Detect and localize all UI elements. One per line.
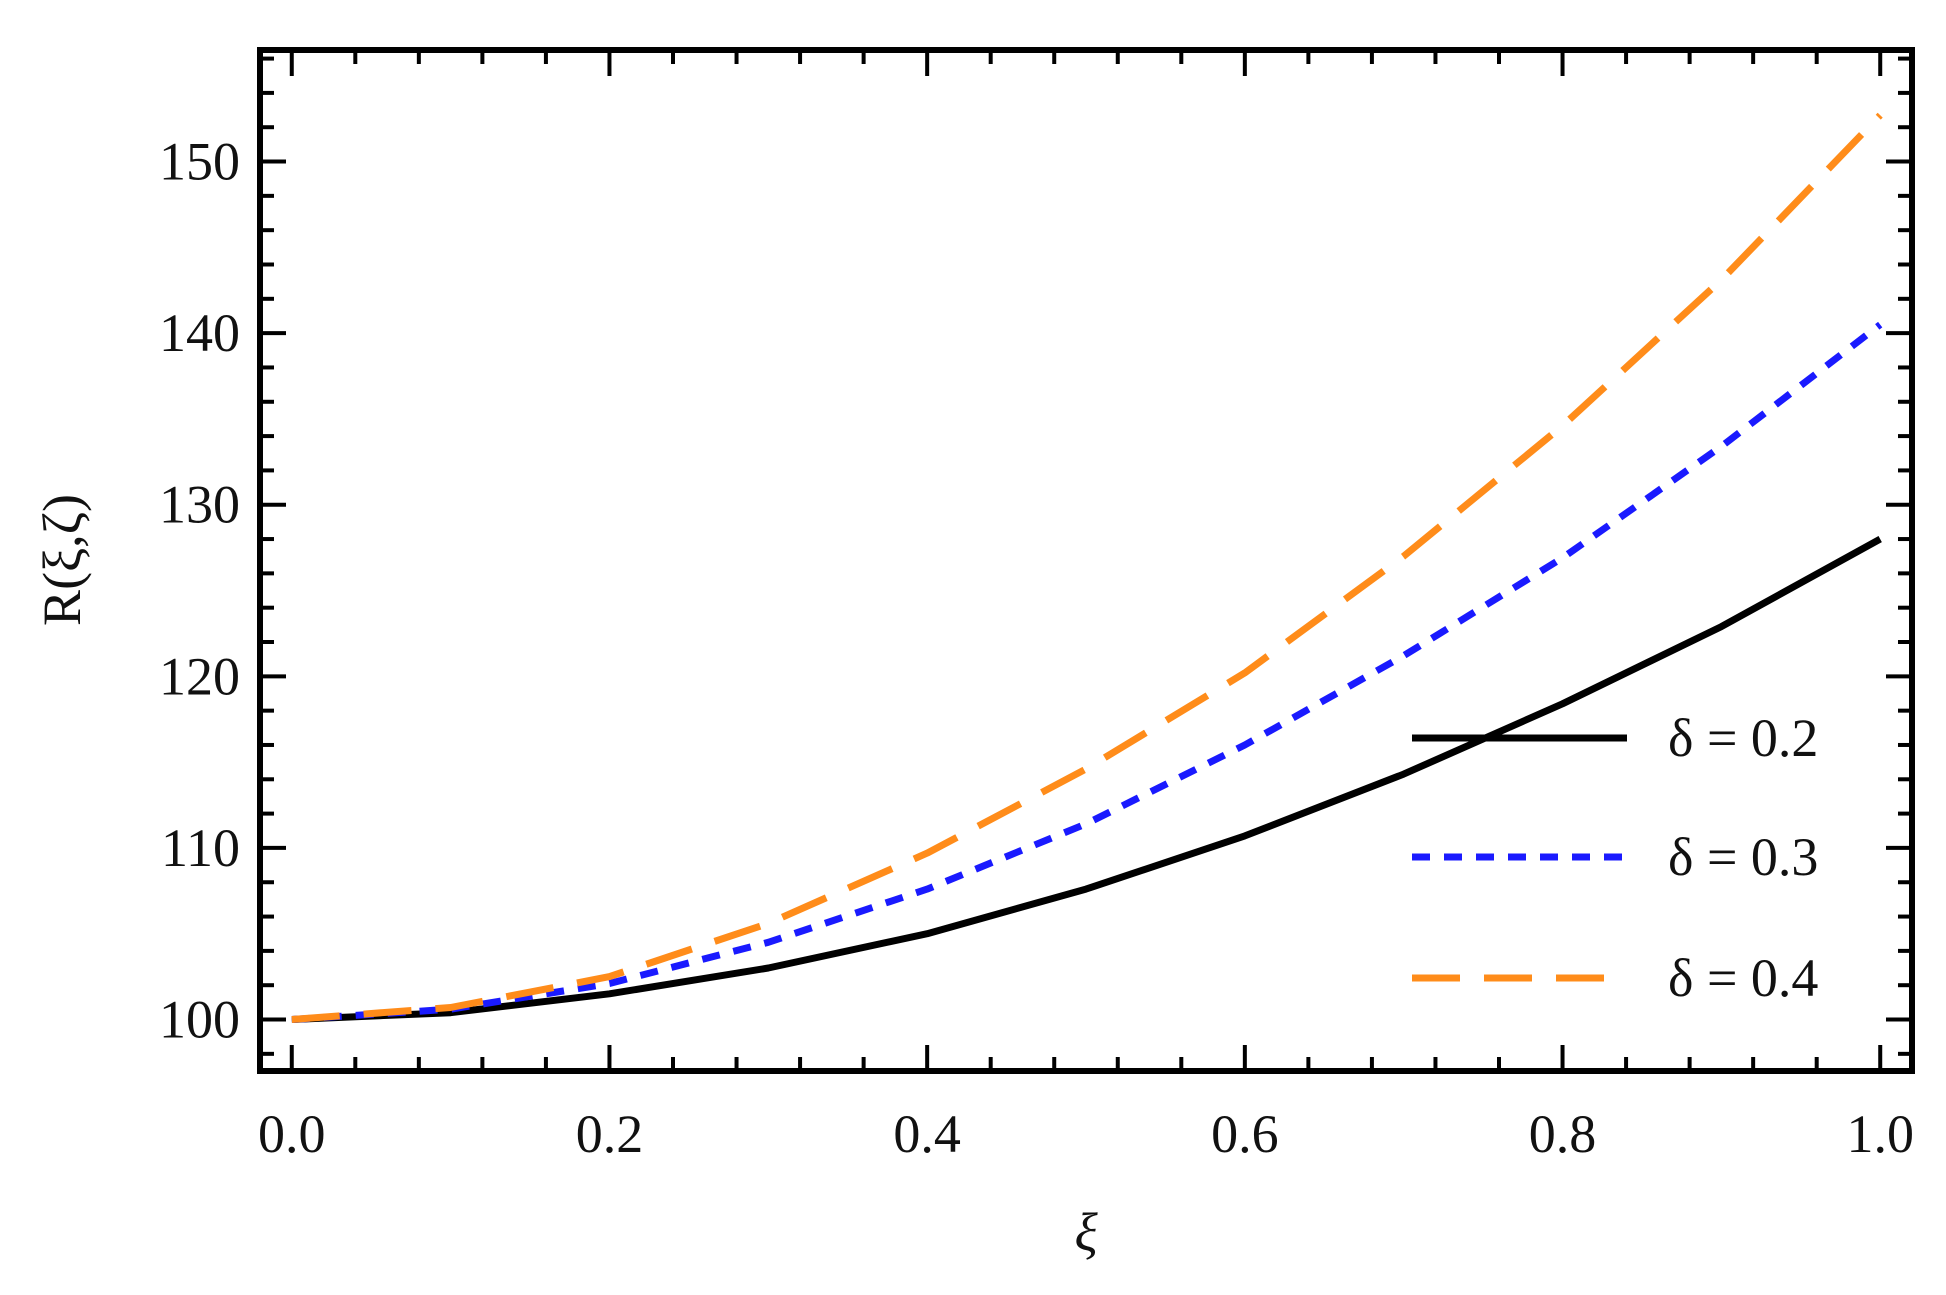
x-tick-label: 0.2	[576, 1104, 644, 1164]
series-line-1	[291, 536, 1882, 1023]
legend-label: δ = 0.4	[1668, 948, 1818, 1008]
plot-frame	[257, 47, 1915, 1074]
y-tick-labels: 100 110 120 130 140 150	[159, 132, 240, 1050]
x-tick-label: 0.8	[1529, 1104, 1597, 1164]
series-line-2	[291, 321, 1883, 1023]
x-tick-label: 0.4	[893, 1104, 961, 1164]
y-axis-label: R(ξ,ζ)	[32, 494, 92, 626]
legend-label: δ = 0.3	[1668, 827, 1818, 887]
x-tick-label: 0.0	[258, 1104, 326, 1164]
x-tick-label: 0.6	[1211, 1104, 1279, 1164]
x-tick-label: 1.0	[1846, 1104, 1914, 1164]
y-tick-label: 100	[159, 990, 240, 1050]
axis-ticks	[260, 50, 1912, 1071]
series-line-3	[291, 112, 1883, 1023]
y-tick-label: 110	[161, 818, 240, 878]
x-tick-labels: 0.0 0.2 0.4 0.6 0.8 1.0	[258, 1104, 1914, 1164]
legend-label: δ = 0.2	[1668, 708, 1818, 768]
y-tick-label: 150	[159, 132, 240, 192]
x-axis-label: ξ	[1074, 1202, 1098, 1262]
y-tick-label: 140	[159, 303, 240, 363]
legend: δ = 0.2 δ = 0.3 δ = 0.4	[1412, 708, 1818, 1008]
series-lines	[291, 112, 1883, 1023]
y-tick-label: 120	[159, 646, 240, 706]
y-tick-label: 130	[159, 475, 240, 535]
